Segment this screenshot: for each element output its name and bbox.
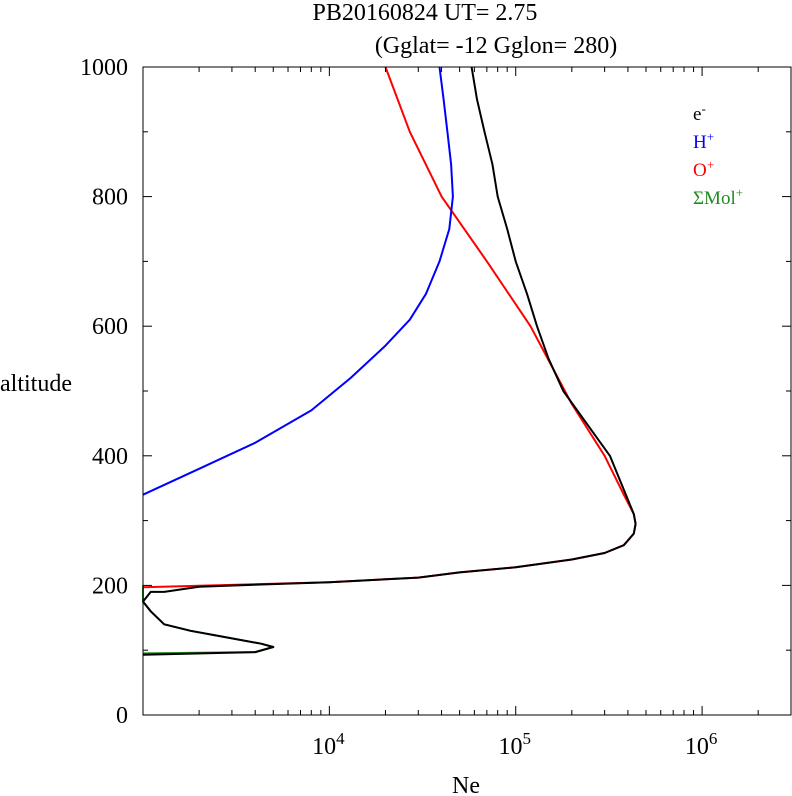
series-line-e-minus <box>142 66 637 656</box>
chart-title-line1: PB20160824 UT= 2.75 <box>313 0 538 26</box>
x-axis-label: Ne <box>452 773 480 796</box>
y-axis-label: altitude <box>0 371 72 397</box>
chart-title-line2: (Gglat= -12 Gglon= 280) <box>375 33 617 59</box>
legend-entry-o-plus: O+ <box>693 157 714 181</box>
x-tick-label: 104 <box>312 729 345 760</box>
x-tick-label: 105 <box>498 729 531 760</box>
y-tick-label: 800 <box>92 185 128 211</box>
legend-entry-sum-mol: ΣMol+ <box>693 185 743 209</box>
y-tick-label: 400 <box>92 444 128 470</box>
y-tick-label: 1000 <box>80 55 128 81</box>
legend: e- H+ O+ ΣMol+ <box>693 101 743 209</box>
series-line-h-plus <box>142 66 454 496</box>
x-tick-label: 106 <box>685 729 718 760</box>
y-tick-label: 600 <box>92 314 128 340</box>
y-tick-label: 200 <box>92 573 128 599</box>
series-line-o-plus <box>142 66 637 589</box>
y-tick-label: 0 <box>116 703 128 729</box>
legend-entry-e-minus: e- <box>693 101 706 125</box>
legend-entry-h-plus: H+ <box>693 129 714 153</box>
